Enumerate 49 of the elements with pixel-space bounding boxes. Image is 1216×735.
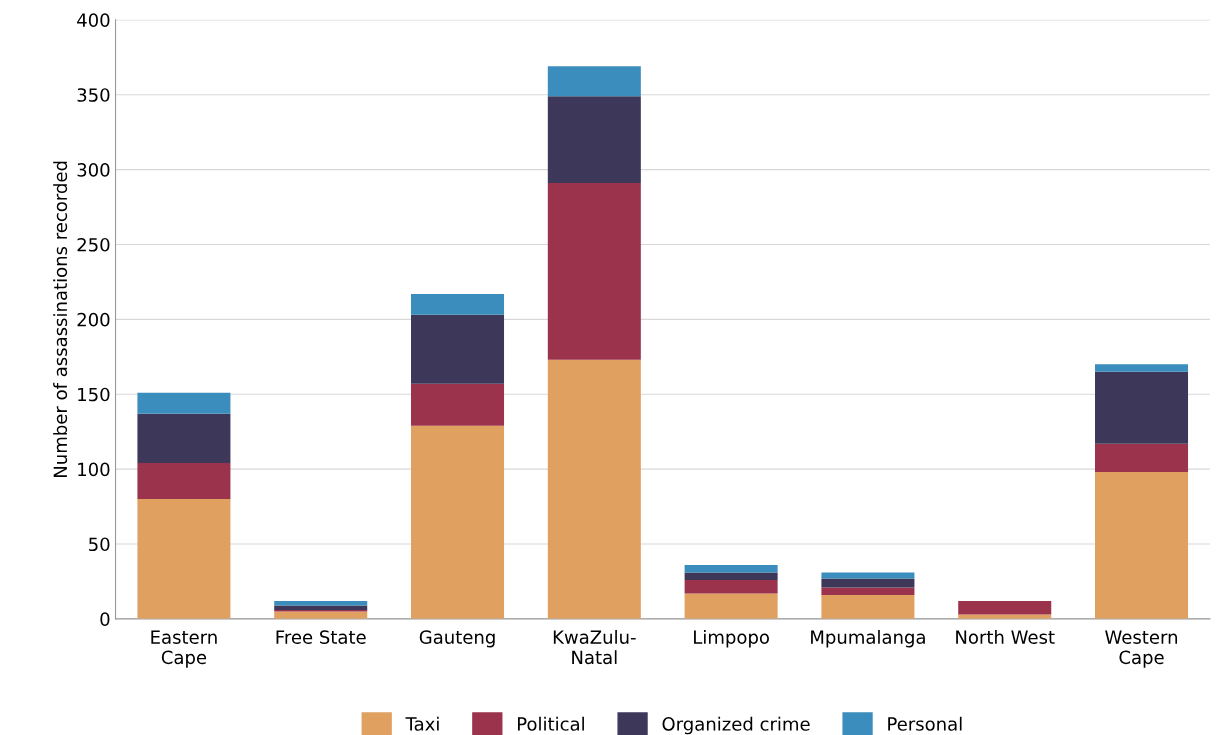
bar (821, 587, 915, 595)
bar (821, 572, 915, 579)
bar (547, 359, 641, 619)
x-tick-label: Eastern Cape (151, 630, 217, 668)
legend-label: Political (517, 716, 584, 731)
bar (411, 293, 505, 315)
y-tick-label: 300 (77, 163, 110, 177)
bar (274, 605, 368, 610)
y-tick-label: 100 (78, 462, 110, 477)
bar (958, 600, 1052, 615)
x-tick-label: Free State (276, 630, 366, 644)
x-tick-label: KwaZulu- Natal (553, 629, 636, 665)
bar (137, 463, 231, 500)
legend-label: Taxi (405, 716, 439, 731)
bar (1095, 443, 1189, 473)
bar (547, 66, 641, 97)
y-tick-label: 200 (77, 312, 110, 327)
y-axis-title: Number of assassinations recorded (53, 161, 68, 477)
x-tick-label: Limpopo (694, 629, 769, 648)
bar (137, 413, 231, 464)
bar (411, 314, 505, 384)
bar (547, 96, 641, 184)
bar (137, 392, 231, 414)
y-tick-label: 150 (78, 387, 110, 402)
y-tick-label: 400 (77, 13, 110, 27)
bar (684, 593, 778, 619)
bar (274, 611, 368, 619)
y-tick-label: 50 (89, 537, 110, 552)
bar (821, 578, 915, 588)
x-tick-label: Western Cape (1105, 630, 1178, 668)
x-tick-label: Gauteng (419, 630, 495, 648)
bar (1095, 364, 1189, 372)
bar (684, 579, 778, 594)
y-tick-label: 250 (77, 237, 110, 252)
legend-label: Personal (888, 716, 962, 731)
bar (411, 425, 505, 619)
bar (1095, 472, 1189, 619)
bar (1095, 371, 1189, 444)
bar (684, 564, 778, 573)
bar (684, 572, 778, 580)
bar (547, 183, 641, 360)
bar (411, 383, 505, 426)
y-tick-label: 0 (100, 612, 110, 626)
bar (821, 594, 915, 619)
legend-label: Organized crime (662, 716, 810, 735)
bar (137, 499, 231, 619)
y-tick-label: 350 (77, 88, 110, 102)
x-tick-label: Mpumalanga (811, 629, 925, 648)
x-tick-label: North West (956, 629, 1055, 644)
